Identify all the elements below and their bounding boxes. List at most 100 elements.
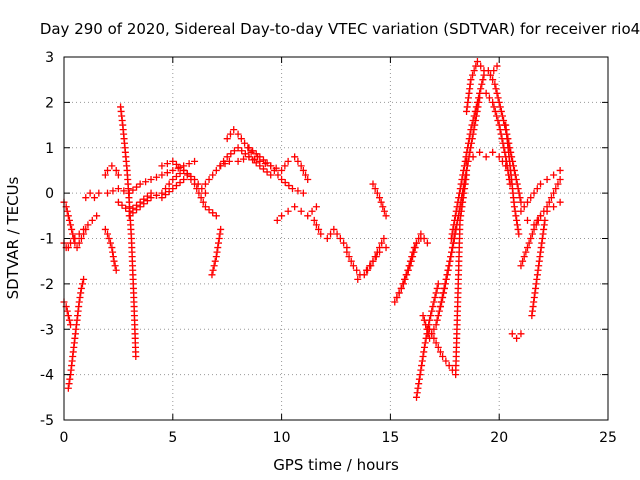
data-point [523,216,531,224]
data-point [194,180,202,188]
data-point [451,216,459,224]
x-tick-labels: 0 5 10 15 20 25 [60,430,617,446]
series-arc-12 [158,157,209,197]
data-point [281,162,289,170]
data-point [494,94,502,102]
data-point [118,201,126,209]
data-point [382,212,390,220]
data-point [209,266,217,274]
data-point [278,212,286,220]
data-point [556,166,564,174]
data-point [237,135,245,143]
data-point [510,203,518,211]
data-point [527,235,535,242]
data-point [249,147,257,155]
data-point [517,330,525,338]
series-arc-2 [60,212,101,252]
data-point [136,180,144,188]
data-point [364,266,372,274]
data-point [165,188,173,196]
data-point [508,330,516,338]
data-point [472,103,480,111]
data-point [432,289,440,297]
data-point [550,189,558,197]
data-point [162,185,170,193]
data-point [373,189,381,197]
data-point [297,162,305,170]
data-point [491,80,499,88]
data-point [69,230,77,238]
data-point [75,298,83,306]
data-point [187,172,195,180]
data-point [201,180,209,188]
data-point [77,235,85,242]
data-point [122,204,130,212]
data-point [378,239,386,247]
data-point [120,187,128,195]
data-point [446,257,454,265]
data-point [302,171,310,179]
data-points [60,58,564,401]
data-point [140,200,148,208]
x-tick-label: 25 [599,430,617,446]
data-point [473,98,481,106]
data-point [460,162,468,170]
data-point [214,239,222,247]
data-point [212,253,220,261]
data-point [447,253,455,261]
data-point [291,153,299,161]
y-tick-label: -1 [40,232,54,248]
series-arc-6 [101,162,122,179]
data-point [496,126,504,134]
y-tick-label: 1 [45,141,54,157]
data-point [495,153,503,161]
data-point [214,244,222,252]
data-point [217,162,225,170]
data-point [263,168,271,176]
data-point [252,150,260,158]
data-point [458,176,466,184]
data-point [105,235,113,242]
data-point [216,230,224,238]
data-point [245,153,253,161]
data-point [409,253,417,261]
data-point [414,384,422,392]
data-point [212,166,220,174]
data-point [434,280,442,288]
data-point [284,157,292,165]
data-point [445,262,453,270]
data-point [550,203,558,211]
data-point [419,352,427,360]
data-point [380,235,388,242]
axis-ticks [63,56,609,421]
data-point [451,212,459,220]
data-point [395,289,403,297]
data-point [263,159,271,167]
data-point [382,244,390,252]
data-point [455,189,463,197]
data-point [413,389,421,397]
data-point [428,307,436,315]
data-point [450,221,458,229]
data-point [80,275,88,283]
data-point [73,244,81,252]
data-point [416,371,424,379]
data-point [434,312,442,320]
data-point [473,58,481,66]
data-point [520,203,528,211]
data-point [169,157,177,165]
data-point [431,293,439,301]
data-point [522,248,530,256]
data-point [71,235,79,242]
data-point [209,171,217,179]
data-point [343,248,351,256]
data-point [330,225,338,233]
data-point [434,343,442,351]
data-point [93,212,101,220]
series-arc-13 [201,144,275,188]
data-point [199,198,207,206]
data-point [376,244,384,252]
data-point [104,189,112,197]
data-point [180,176,188,184]
